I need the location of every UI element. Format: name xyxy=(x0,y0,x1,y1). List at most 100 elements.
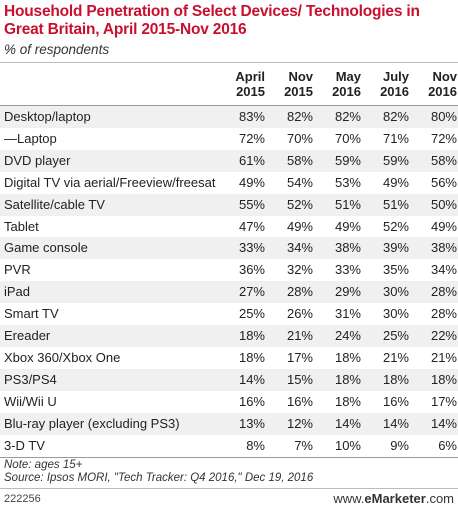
table-cell: 24% xyxy=(314,325,362,347)
table-cell: 52% xyxy=(382,218,409,234)
table-row: Smart TV 25% 26% 31% 30% 28% xyxy=(0,303,458,325)
table-row: Desktop/laptop 83% 82% 82% 82% 80% xyxy=(0,105,458,128)
column-header-line1: April xyxy=(235,69,265,84)
chart-id: 222256 xyxy=(4,493,41,505)
row-label-header xyxy=(0,69,218,106)
table-cell: 52% xyxy=(266,193,314,216)
table-cell: 82% xyxy=(266,105,314,128)
table-cell: 16% xyxy=(382,393,409,409)
table-cell: 51% xyxy=(362,193,410,216)
column-header-line2: 2016 xyxy=(332,84,361,99)
table-cell: 7% xyxy=(266,434,314,458)
table-cell: 58% xyxy=(410,149,458,172)
table-cell: 30% xyxy=(362,281,410,304)
source-text: Source: Ipsos MORI, "Tech Tracker: Q4 20… xyxy=(4,472,314,484)
table-cell: 33% xyxy=(218,237,266,260)
table-cell: 28% xyxy=(430,306,457,322)
table-cell: 9% xyxy=(362,434,410,458)
row-label: iPad xyxy=(0,281,218,304)
row-label: Blu-ray player (excluding PS3) xyxy=(0,412,218,435)
table-cell: 39% xyxy=(362,237,410,260)
table-cell: 14% xyxy=(218,368,266,391)
row-label: Satellite/cable TV xyxy=(0,193,218,216)
table-cell: 58% xyxy=(266,149,314,172)
table-row: Satellite/cable TV 55% 52% 51% 51% 50% xyxy=(0,193,458,216)
table-cell: 25% xyxy=(362,325,410,347)
table-cell: 27% xyxy=(218,281,266,304)
table-row: Blu-ray player (excluding PS3) 13% 12% 14% 1… xyxy=(0,412,458,435)
table-cell: 59% xyxy=(314,149,362,172)
table-row: Wii/Wii U 16% 16% 18% 16% 17% xyxy=(0,391,458,413)
table-cell: 18% xyxy=(410,368,458,391)
table-cell: 18% xyxy=(334,349,361,365)
table-cell: 18% xyxy=(362,368,410,391)
table-row: —Laptop 72% 70% 70% 71% 72% xyxy=(0,128,458,150)
table-cell: 28% xyxy=(266,281,314,304)
table-cell: 31% xyxy=(334,306,361,322)
row-label: Game console xyxy=(0,237,218,260)
table-cell: 8% xyxy=(218,434,266,458)
table-row: DVD player 61% 58% 59% 59% 58% xyxy=(0,149,458,172)
table-cell: 34% xyxy=(430,262,457,278)
table-row: Ereader 18% 21% 24% 25% 22% xyxy=(0,325,458,347)
table-cell: 12% xyxy=(266,412,314,435)
brand-suffix: .com xyxy=(425,491,454,506)
table-row: Game console 33% 34% 38% 39% 38% xyxy=(0,237,458,260)
table-cell: 18% xyxy=(334,393,361,409)
chart-subtitle: % of respondents xyxy=(4,42,110,57)
row-label: Ereader xyxy=(0,325,218,347)
table-cell: 83% xyxy=(218,105,266,128)
column-header-line2: 2016 xyxy=(428,84,457,99)
table-cell: 21% xyxy=(382,349,409,365)
row-label: Digital TV via aerial/Freeview/freesat xyxy=(4,174,216,190)
emarketer-logo: www.eMarketer.com xyxy=(333,491,454,506)
table-row: 3-D TV 8% 7% 10% 9% 6% xyxy=(0,434,458,458)
row-label: 3-D TV xyxy=(0,434,218,458)
table-cell: 38% xyxy=(314,237,362,260)
data-table: April 2015 Nov 2015 May 2016 July 2016 Nov 2016 D… xyxy=(0,69,458,458)
table-cell: 16% xyxy=(238,393,265,409)
table-cell: 72% xyxy=(238,130,265,146)
table-cell: 35% xyxy=(382,262,409,278)
table-cell: 32% xyxy=(286,262,313,278)
row-label: —Laptop xyxy=(4,130,57,146)
table-row: Tablet 47% 49% 49% 52% 49% xyxy=(0,216,458,238)
table-cell: 49% xyxy=(430,218,457,234)
header-row: April 2015 Nov 2015 May 2016 July 2016 Nov 2016 xyxy=(0,69,458,106)
row-label: Tablet xyxy=(4,218,39,234)
table-cell: 53% xyxy=(334,174,361,190)
table-row: PS3/PS4 14% 15% 18% 18% 18% xyxy=(0,368,458,391)
table-cell: 56% xyxy=(430,174,457,190)
table-cell: 14% xyxy=(314,412,362,435)
column-header: Nov 2016 xyxy=(410,69,458,106)
header-divider xyxy=(0,62,458,63)
footer-divider xyxy=(0,488,458,489)
column-header-line2: 2015 xyxy=(284,84,313,99)
row-label: DVD player xyxy=(0,149,218,172)
table-cell: 18% xyxy=(238,349,265,365)
column-header: May 2016 xyxy=(314,69,362,106)
table-cell: 80% xyxy=(410,105,458,128)
column-header-line1: May xyxy=(335,69,361,84)
table-body: Desktop/laptop 83% 82% 82% 82% 80% —Laptop 72% 7… xyxy=(0,105,458,458)
table-cell: 26% xyxy=(286,306,313,322)
table-row: Digital TV via aerial/Freeview/freesat 49… xyxy=(0,172,458,194)
table-cell: 14% xyxy=(410,412,458,435)
table-cell: 50% xyxy=(410,193,458,216)
table-cell: 16% xyxy=(286,393,313,409)
table-cell: 49% xyxy=(238,174,265,190)
table-cell: 13% xyxy=(218,412,266,435)
table-cell: 54% xyxy=(286,174,313,190)
table-row: Xbox 360/Xbox One 18% 17% 18% 21% 21% xyxy=(0,347,458,369)
notes: Note: ages 15+ Source: Ipsos MORI, "Tech… xyxy=(4,459,313,485)
table-cell: 38% xyxy=(410,237,458,260)
row-label: PS3/PS4 xyxy=(0,368,218,391)
table-cell: 55% xyxy=(218,193,266,216)
row-label: Wii/Wii U xyxy=(4,393,57,409)
table-cell: 49% xyxy=(382,174,409,190)
brand-prefix: www. xyxy=(333,491,365,506)
column-header: April 2015 xyxy=(218,69,266,106)
table-cell: 18% xyxy=(314,368,362,391)
row-label: Smart TV xyxy=(4,306,59,322)
table-cell: 21% xyxy=(430,349,457,365)
